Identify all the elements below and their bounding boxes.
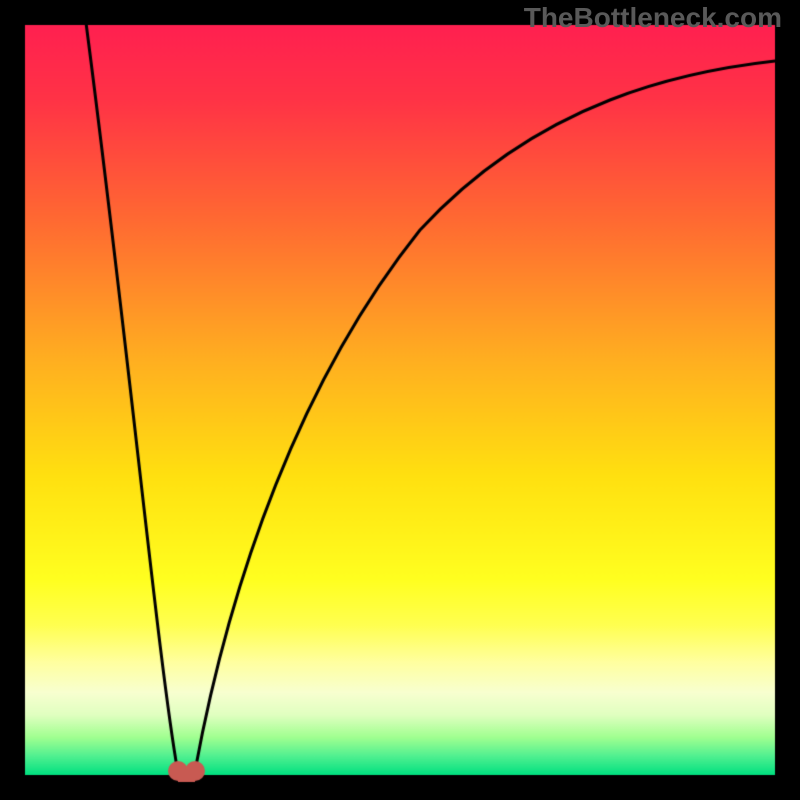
chart-container: TheBottleneck.com [0, 0, 800, 800]
bottleneck-chart-canvas [0, 0, 800, 800]
watermark-text: TheBottleneck.com [524, 2, 782, 34]
